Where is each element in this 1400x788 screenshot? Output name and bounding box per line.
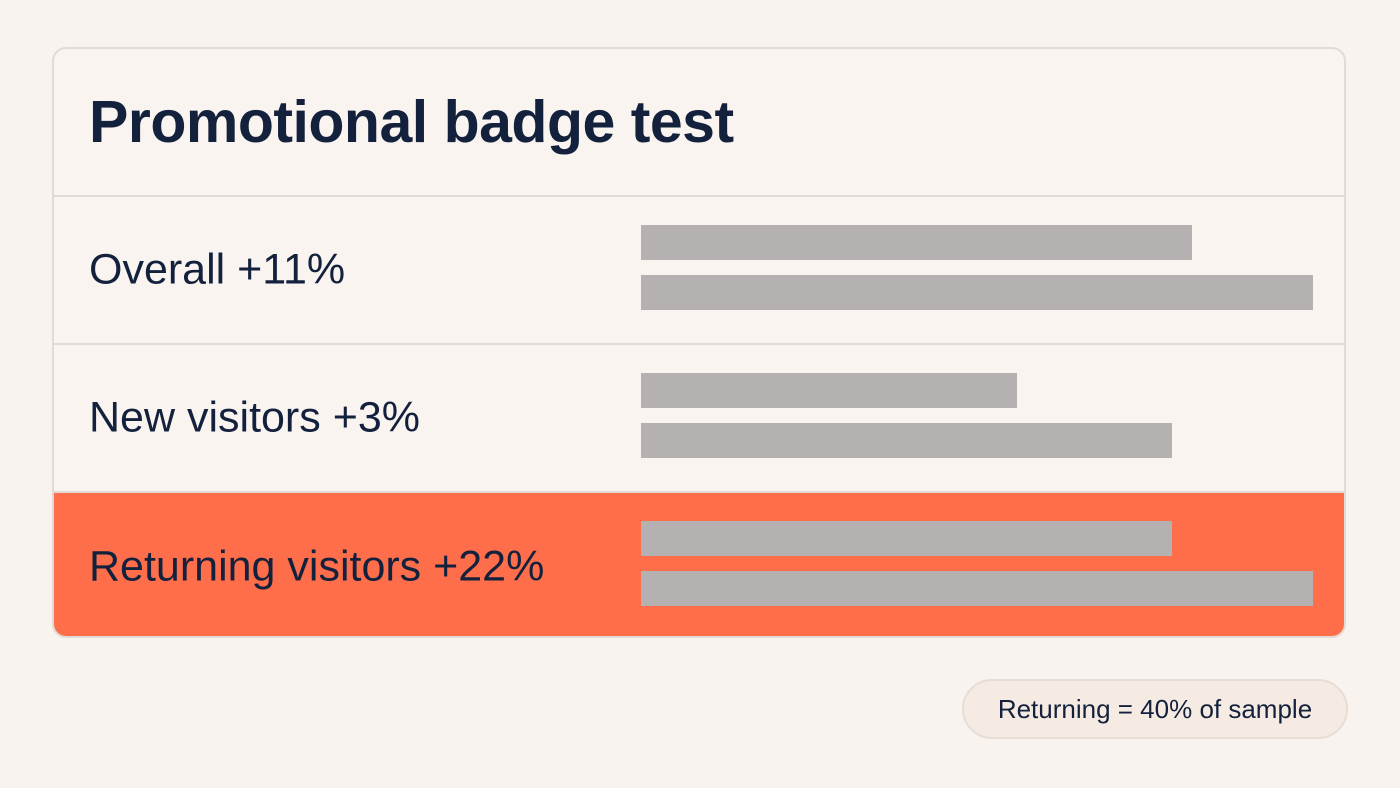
chart-title: Promotional badge test [89, 89, 734, 155]
segment-row-new-visitors: New visitors +3% [54, 345, 1344, 493]
segment-label: New visitors +3% [89, 393, 420, 442]
chart-card: Promotional badge test Overall +11% New … [52, 47, 1346, 638]
bar-2 [641, 275, 1313, 310]
bar-1 [641, 225, 1192, 260]
segment-row-overall: Overall +11% [54, 197, 1344, 345]
bar-1 [641, 373, 1017, 408]
bar-2 [641, 571, 1313, 606]
segment-label: Returning visitors +22% [89, 542, 545, 590]
bar-2 [641, 423, 1172, 458]
bar-1 [641, 521, 1172, 556]
segment-row-returning-visitors: Returning visitors +22% [54, 493, 1344, 636]
sample-note-badge: Returning = 40% of sample [962, 679, 1348, 739]
segment-label: Overall +11% [89, 245, 346, 294]
chart-header: Promotional badge test [54, 49, 1344, 197]
